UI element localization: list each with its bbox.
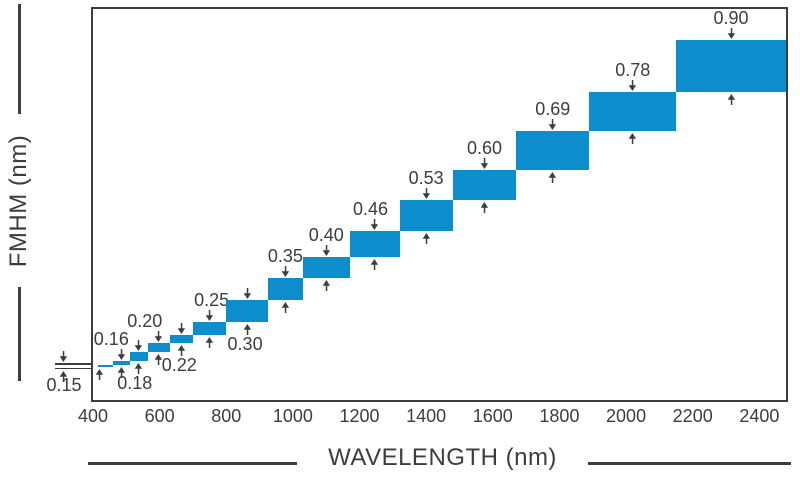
arrow-up-icon — [422, 232, 430, 244]
fwhm-band-bar — [226, 300, 268, 322]
arrow-up-icon — [59, 370, 68, 382]
arrow-up-icon — [243, 323, 251, 335]
arrow-up-icon — [370, 258, 379, 270]
fwhm-band-bar — [129, 352, 148, 361]
arrow-down-icon — [370, 218, 379, 230]
fwhm-band-bar — [349, 230, 400, 257]
band-label: 0.18 — [117, 372, 153, 393]
arrow-up-icon — [548, 172, 557, 184]
band-label: 0.35 — [267, 246, 303, 267]
arrow-down-icon — [177, 322, 185, 334]
band-label: 0.78 — [615, 60, 651, 81]
arrow-up-icon — [117, 367, 125, 378]
x-tick-label: 2400 — [739, 406, 780, 426]
fwhm-band-bar — [147, 343, 170, 352]
arrow-down-icon — [281, 266, 290, 278]
band-label: 0.15 — [46, 375, 82, 396]
arrow-up-icon — [480, 202, 489, 214]
arrow-up-icon — [322, 280, 330, 292]
x-axis-title: WAVELENGTH (nm) — [328, 444, 557, 471]
band-label: 0.53 — [408, 168, 444, 189]
fwhm-band-bar — [169, 334, 193, 344]
arrow-down-icon — [134, 340, 143, 351]
band-label: 0.16 — [93, 328, 129, 349]
fwhm-band-bar — [516, 131, 590, 171]
arrow-up-icon — [95, 369, 104, 381]
fwhm-band-bar — [302, 256, 350, 279]
band-label: 0.25 — [194, 289, 230, 310]
y-axis-title: FMHM (nm) — [5, 134, 32, 268]
x-tick-label: 2200 — [672, 406, 713, 426]
x-tick-label: 2000 — [606, 406, 647, 426]
fwhm-band-bar — [676, 40, 786, 93]
fwhm-band-bar — [97, 365, 113, 368]
band-edge-leader-line-bottom — [55, 367, 93, 370]
arrow-up-icon — [628, 133, 637, 145]
y-axis-decorative-rule-top — [18, 4, 21, 114]
arrow-down-icon — [548, 119, 557, 131]
fwhm-band-bar — [399, 200, 453, 231]
arrow-down-icon — [322, 244, 330, 256]
x-tick-label: 400 — [77, 406, 109, 426]
band-label: 0.20 — [127, 311, 163, 332]
arrow-up-icon — [281, 302, 290, 314]
x-tick-label: 1000 — [272, 406, 313, 426]
arrow-down-icon — [727, 28, 735, 40]
arrow-down-icon — [117, 348, 125, 360]
x-axis-decorative-rule-right — [588, 462, 791, 465]
x-tick-label: 1800 — [539, 406, 580, 426]
x-tick-label: 800 — [211, 406, 242, 426]
band-edge-leader-line-top — [55, 363, 93, 365]
arrow-down-icon — [59, 351, 68, 362]
arrow-down-icon — [480, 158, 489, 170]
arrow-down-icon — [422, 188, 430, 200]
x-tick-label: 1400 — [406, 406, 447, 426]
arrow-up-icon — [727, 94, 735, 106]
band-label: 0.46 — [353, 198, 389, 219]
fwhm-band-bar — [452, 170, 517, 201]
y-axis-decorative-rule-bottom — [18, 287, 21, 381]
arrow-down-icon — [243, 288, 251, 300]
arrow-down-icon — [205, 309, 214, 321]
arrow-down-icon — [154, 331, 163, 343]
band-label: 0.69 — [535, 99, 571, 120]
arrow-up-icon — [154, 354, 163, 365]
arrow-up-icon — [205, 336, 214, 348]
band-label: 0.30 — [227, 333, 263, 354]
x-tick-label: 600 — [144, 406, 175, 426]
band-label: 0.90 — [713, 8, 749, 29]
band-label: 0.22 — [161, 355, 197, 376]
fwhm-band-bar — [267, 278, 303, 301]
x-axis-decorative-rule-left — [88, 462, 297, 465]
plot-area: 0.16 0.18 0.20 0.22 0.25 0.30 0.35 0.40 0.46 0.53… — [91, 7, 788, 402]
fwhm-band-bar — [192, 321, 227, 335]
arrow-up-icon — [134, 362, 143, 374]
band-label: 0.40 — [308, 224, 344, 245]
arrow-up-icon — [177, 345, 185, 357]
fwhm-band-bar — [112, 360, 130, 365]
band-label: 0.60 — [466, 138, 502, 159]
x-tick-label: 1600 — [472, 406, 513, 426]
fwhm-band-bar — [589, 92, 677, 132]
x-tick-label: 1200 — [339, 406, 380, 426]
arrow-down-icon — [628, 80, 637, 92]
